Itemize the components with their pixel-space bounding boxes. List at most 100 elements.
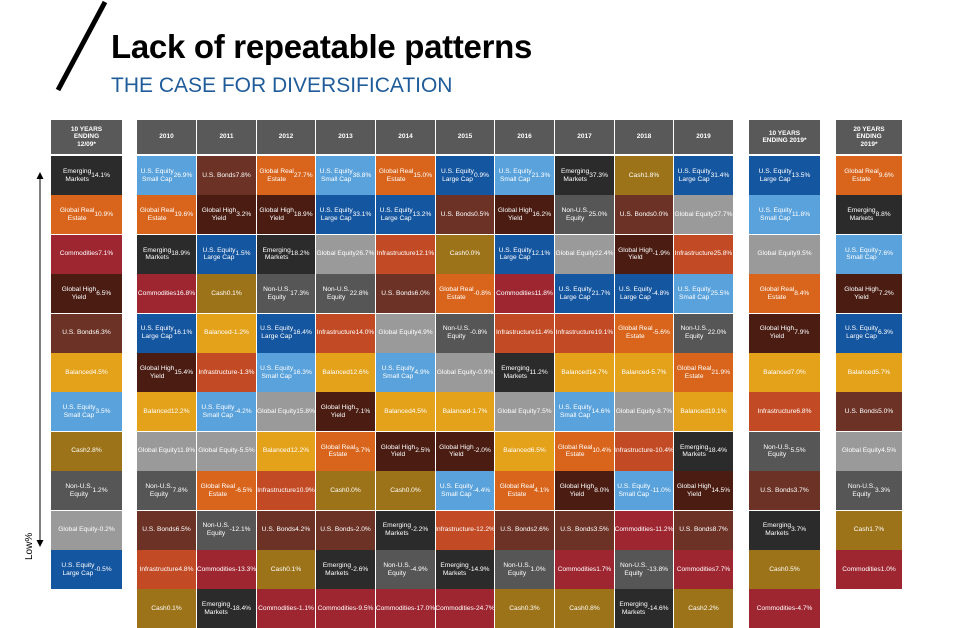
cell-asset-label: Emerging Markets (143, 246, 172, 262)
cell-return-value: 3.2% (236, 210, 252, 218)
cell-return-value: 4.1% (534, 486, 550, 494)
cell-return-value: 26.7% (355, 250, 375, 258)
return-cell: U.S. Equity Large Cap 31.4% (674, 156, 733, 195)
cell-asset-label: Emerging Markets (63, 167, 92, 183)
cell-return-value: 4.5% (411, 407, 427, 415)
return-cell: Emerging Markets 18.2% (257, 234, 315, 274)
cell-return-value: 1.0% (530, 565, 546, 573)
cell-return-value: 4.9% (414, 368, 430, 376)
cell-asset-label: Commodities (842, 565, 881, 573)
cell-return-value: -18.4% (230, 604, 252, 612)
return-cell: U.S. Bonds 0.0% (615, 195, 673, 235)
cell-return-value: 0.9% (473, 171, 489, 179)
return-cell: U.S. Equity Large Cap 16.4% (257, 313, 315, 353)
return-cell: Balanced 4.5% (51, 353, 122, 392)
cell-return-value: -0.8% (473, 289, 491, 297)
cell-return-value: 22.4% (594, 250, 614, 258)
cell-asset-label: Infrastructure (495, 329, 535, 337)
return-cell: Commodities 7.1% (51, 234, 122, 274)
return-cell: U.S. Equity Small Cap 14.6% (555, 392, 614, 432)
cell-asset-label: Global Equity (58, 526, 98, 534)
cell-return-value: 1.5% (235, 250, 251, 258)
return-cell: Global Real Estate 15.0% (376, 156, 435, 195)
cell-asset-label: Commodities (197, 565, 236, 573)
return-cell: Cash 0.0% (316, 471, 375, 511)
cell-return-value: -4.4% (472, 486, 491, 494)
cell-asset-label: Emerging Markets (501, 364, 530, 380)
cell-asset-label: Global Real Estate (259, 167, 294, 183)
return-cell: Cash 2.2% (674, 589, 733, 628)
cell-return-value: -5.5% (237, 447, 255, 455)
cell-return-value: 12.2% (290, 447, 310, 455)
cell-asset-label: U.S. Bonds (844, 407, 879, 415)
return-cell: Global High Yield 3.2% (197, 195, 256, 235)
return-cell: Global Real Estate 4.1% (495, 471, 554, 511)
cell-return-value: 6.0% (414, 289, 430, 297)
return-cell: Commodities -1.1% (257, 589, 315, 628)
cell-return-value: 14.6% (591, 407, 611, 415)
cell-return-value: -0.8% (469, 329, 488, 337)
cell-return-value: -5.6% (652, 329, 670, 337)
return-cell: U.S. Bonds -2.0% (316, 510, 375, 550)
return-cell: Non-U.S. Equity 25.0% (555, 195, 614, 235)
cell-asset-label: Infrastructure (436, 526, 474, 534)
cell-return-value: 14.0% (355, 329, 375, 337)
return-cell: Global Real Estate 10.9% (51, 195, 122, 235)
cell-asset-label: Balanced (561, 368, 589, 376)
title-slash-decoration (55, 0, 108, 92)
cell-return-value: 15.4% (174, 368, 194, 376)
return-cell: Global High Yield 16.2% (495, 195, 554, 235)
cell-return-value: 1.7% (869, 526, 885, 534)
cell-return-value: 16.3% (293, 368, 312, 376)
cell-asset-label: Non-U.S. Equity (145, 482, 173, 498)
cell-asset-label: Emerging Markets (262, 246, 291, 262)
return-cell: Cash 0.5% (749, 550, 820, 589)
cell-return-value: -14.9% (468, 565, 490, 573)
cell-return-value: 12.2% (170, 407, 190, 415)
return-cell: Cash 1.7% (836, 510, 902, 550)
cell-asset-label: Global Equity (198, 447, 238, 455)
cell-asset-label: Emerging Markets (561, 167, 590, 183)
return-cell: U.S. Bonds 6.5% (137, 510, 196, 550)
cell-return-value: 2.8% (86, 447, 102, 455)
cell-asset-label: U.S. Equity Large Cap (844, 325, 878, 341)
return-cell: Global Real Estate -0.8% (436, 274, 494, 314)
cell-return-value: 16.8% (176, 289, 196, 297)
cell-return-value: 18.9% (171, 250, 190, 258)
cell-return-value: -5.7% (649, 368, 667, 376)
return-cell: Commodities -11.2% (615, 510, 673, 550)
cell-asset-label: Cash (270, 565, 287, 573)
cell-asset-label: Cash (688, 604, 704, 612)
cell-return-value: 21.9% (711, 368, 731, 376)
return-cell: Global Real Estate -6.5% (197, 471, 256, 511)
return-cell: Global High Yield 7.2% (836, 274, 902, 314)
cell-return-value: 3.7% (793, 486, 809, 494)
cell-return-value: 1.0% (880, 565, 896, 573)
cell-asset-label: Emerging Markets (680, 443, 709, 459)
return-cell: Balanced 14.7% (555, 353, 614, 392)
cell-asset-label: Cash (71, 447, 87, 455)
return-cell: Cash 0.0% (376, 471, 435, 511)
return-cell: U.S. Equity Small Cap 21.3% (495, 156, 554, 195)
column-header: 10 YEARS ENDING 12/09* (51, 120, 122, 154)
return-cell: U.S. Equity Large Cap 33.1% (316, 195, 375, 235)
cell-asset-label: Commodities (436, 604, 474, 612)
cell-asset-label: Emerging Markets (847, 207, 876, 222)
cell-asset-label: Cash (509, 604, 525, 612)
column-header: 2016 (495, 120, 554, 154)
column-header: 10 YEARS ENDING 2019* (749, 120, 820, 154)
return-cell: U.S. Equity Small Cap 4.9% (376, 353, 435, 392)
cell-asset-label: Global High Yield (439, 443, 474, 459)
cell-asset-label: Global Real Estate (59, 207, 95, 222)
cell-return-value: -17.0% (414, 604, 435, 612)
return-cell: U.S. Equity Large Cap 6.3% (836, 313, 902, 353)
cell-asset-label: Non-U.S. Equity (561, 207, 589, 222)
return-cell: Non-U.S. Equity 7.8% (137, 471, 196, 511)
cell-asset-label: U.S. Equity Small Cap (758, 207, 792, 222)
return-cell: Infrastructure -1.3% (197, 353, 256, 392)
return-cell: Global High Yield -1.9% (615, 234, 673, 274)
cell-asset-label: U.S. Bonds (500, 526, 534, 534)
return-cell: Global Equity 26.7% (316, 234, 375, 274)
return-cell: Commodities 7.7% (674, 550, 733, 589)
cell-asset-label: Cash (390, 486, 406, 494)
